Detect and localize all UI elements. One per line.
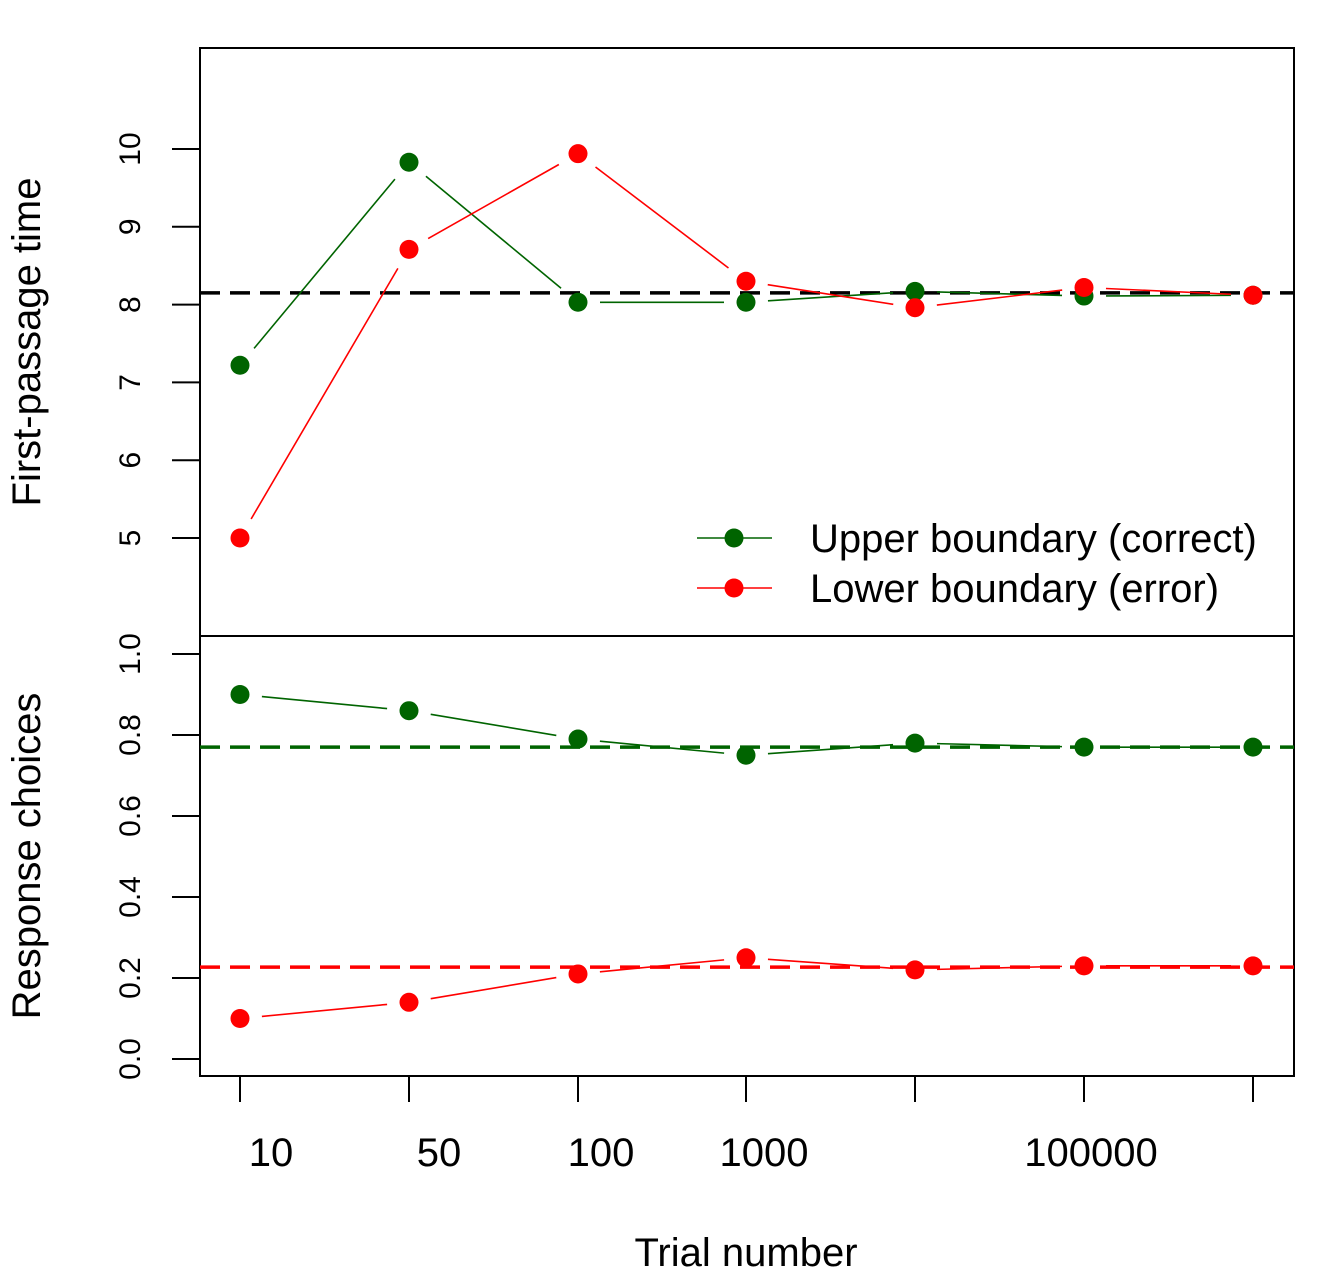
y-axis-label: Response choices (5, 693, 49, 1020)
series-line-segment (936, 289, 1063, 306)
data-point (568, 144, 588, 164)
data-point (399, 992, 419, 1012)
data-point (905, 733, 925, 753)
y-tick-label: 8 (114, 296, 147, 313)
data-point (230, 355, 250, 375)
data-point (399, 701, 419, 721)
data-point (399, 239, 419, 259)
data-point (1243, 956, 1263, 976)
data-point (905, 960, 925, 980)
y-tick-label: 0.6 (114, 795, 147, 837)
series-line-segment (599, 959, 725, 973)
data-point (905, 281, 925, 301)
y-axis-label: First-passage time (5, 178, 49, 507)
plot-frame-1 (199, 635, 1295, 1077)
y-tick-label: 0.2 (114, 957, 147, 999)
data-point (1243, 737, 1263, 757)
series-line-segment (430, 713, 557, 737)
data-point (736, 745, 756, 765)
y-tick-label: 1.0 (114, 633, 147, 675)
series-line-segment (261, 695, 388, 710)
y-tick-label: 0.8 (114, 714, 147, 756)
data-point (736, 292, 756, 312)
data-point (230, 685, 250, 704)
series-line-segment (1105, 294, 1232, 297)
legend-marker (724, 578, 744, 598)
series-line-segment (425, 175, 562, 289)
data-point (1074, 277, 1094, 297)
series-line-segment (427, 163, 560, 240)
x-tick-label: 10 (249, 1131, 294, 1175)
series-line-segment (595, 166, 729, 269)
series-line-segment (936, 742, 1063, 748)
series-line-segment (599, 740, 725, 754)
y-tick-label: 7 (114, 374, 147, 391)
y-tick-label: 9 (114, 218, 147, 235)
y-tick-label: 10 (114, 132, 147, 165)
series-line-segment (936, 965, 1063, 971)
x-tick-label: 100000 (1024, 1131, 1157, 1175)
x-tick-label: 100 (568, 1131, 635, 1175)
y-tick-label: 0.0 (114, 1038, 147, 1080)
y-tick-label: 0.4 (114, 876, 147, 918)
series-line-segment (936, 291, 1063, 297)
legend-entry: Upper boundary (correct) (810, 517, 1257, 561)
series-line-segment (250, 267, 399, 520)
series-line-segment (767, 743, 894, 755)
legend-entry: Lower boundary (error) (810, 567, 1219, 611)
series-line-segment (1105, 287, 1232, 296)
data-point (568, 964, 588, 984)
y-tick-label: 5 (114, 530, 147, 547)
data-point (1074, 956, 1094, 976)
series-line-segment (261, 1003, 388, 1018)
series-line-segment (767, 291, 894, 302)
data-point (1243, 285, 1263, 305)
data-point (905, 298, 925, 318)
y-tick-label: 6 (114, 452, 147, 469)
data-point (399, 152, 419, 172)
data-point (736, 948, 756, 968)
x-axis-label: Trial number (634, 1231, 857, 1275)
x-tick-label: 50 (417, 1131, 462, 1175)
data-point (736, 271, 756, 291)
data-point (1074, 737, 1094, 757)
series-line-segment (767, 958, 894, 970)
series-line-segment (253, 178, 396, 349)
data-point (230, 528, 250, 548)
series-line-segment (767, 283, 894, 306)
x-tick-label: 1000 (720, 1131, 809, 1175)
data-point (568, 292, 588, 312)
legend-marker (724, 528, 744, 548)
data-point (230, 1009, 250, 1028)
data-point (568, 729, 588, 749)
series-line-segment (430, 976, 557, 1000)
